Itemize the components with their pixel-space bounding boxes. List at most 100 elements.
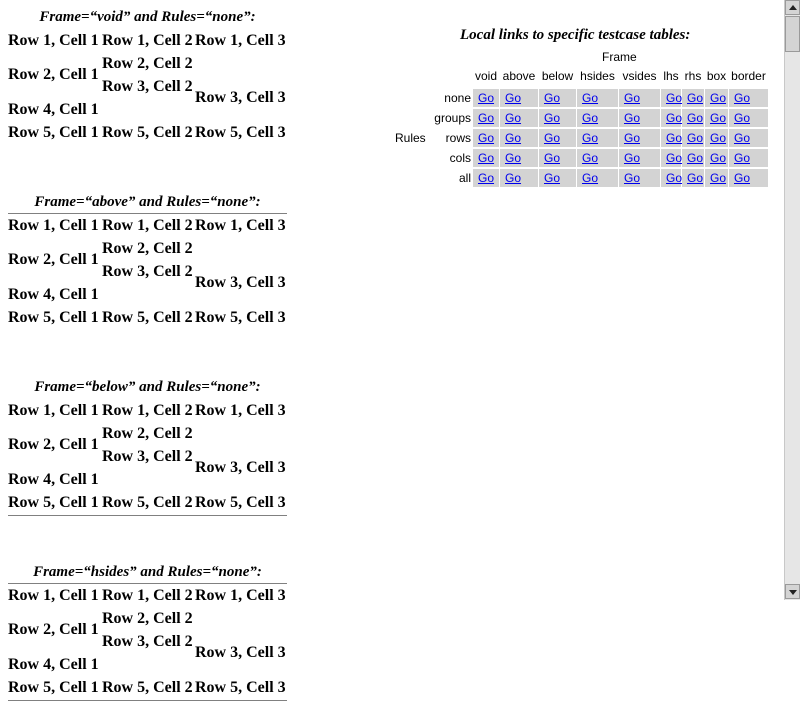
go-link-vsides-cols[interactable]: Go bbox=[624, 151, 641, 165]
link-cell: Go bbox=[500, 109, 538, 127]
go-link-box-cols[interactable]: Go bbox=[710, 151, 727, 165]
go-link-below-groups[interactable]: Go bbox=[544, 111, 561, 125]
link-cell: Go bbox=[729, 149, 768, 167]
table-cell: Row 5, Cell 3 bbox=[195, 494, 286, 511]
table-cell: Row 1, Cell 3 bbox=[195, 217, 286, 234]
table-frame-bottom-line bbox=[8, 515, 287, 516]
table-cell: Row 5, Cell 2 bbox=[102, 679, 193, 696]
go-link-above-none[interactable]: Go bbox=[505, 91, 522, 105]
go-link-hsides-groups[interactable]: Go bbox=[582, 111, 599, 125]
frame-column-header: vsides bbox=[622, 69, 657, 83]
table-cell: Row 5, Cell 1 bbox=[8, 679, 99, 696]
link-cell: Go bbox=[473, 129, 499, 147]
go-link-vsides-all[interactable]: Go bbox=[624, 171, 641, 185]
frame-axis-label: Frame bbox=[602, 50, 637, 64]
link-cell: Go bbox=[705, 109, 728, 127]
link-cell: Go bbox=[473, 169, 499, 187]
go-link-below-none[interactable]: Go bbox=[544, 91, 561, 105]
link-cell: Go bbox=[577, 169, 618, 187]
scrollbar-thumb[interactable] bbox=[785, 16, 800, 52]
go-link-above-cols[interactable]: Go bbox=[505, 151, 522, 165]
go-link-below-cols[interactable]: Go bbox=[544, 151, 561, 165]
frame-column-header: rhs bbox=[684, 69, 702, 83]
go-link-above-all[interactable]: Go bbox=[505, 171, 522, 185]
table-cell: Row 5, Cell 2 bbox=[102, 309, 193, 326]
link-cell: Go bbox=[473, 149, 499, 167]
go-link-above-groups[interactable]: Go bbox=[505, 111, 522, 125]
go-link-hsides-rows[interactable]: Go bbox=[582, 131, 599, 145]
go-link-rhs-cols[interactable]: Go bbox=[687, 151, 704, 165]
test-table-block: Frame=“void” and Rules=“none”: Row 1, Cel… bbox=[8, 8, 287, 148]
go-link-lhs-cols[interactable]: Go bbox=[666, 151, 683, 165]
go-link-below-all[interactable]: Go bbox=[544, 171, 561, 185]
go-link-box-rows[interactable]: Go bbox=[710, 131, 727, 145]
link-cell: Go bbox=[500, 169, 538, 187]
links-heading: Local links to specific testcase tables: bbox=[460, 27, 691, 43]
go-link-border-none[interactable]: Go bbox=[734, 91, 751, 105]
go-link-hsides-all[interactable]: Go bbox=[582, 171, 599, 185]
link-cell: Go bbox=[539, 89, 576, 107]
link-cell: Go bbox=[661, 169, 683, 187]
scroll-up-button[interactable] bbox=[785, 0, 800, 15]
link-cell: Go bbox=[539, 169, 576, 187]
link-cell: Go bbox=[500, 89, 538, 107]
go-link-rhs-groups[interactable]: Go bbox=[687, 111, 704, 125]
go-link-vsides-none[interactable]: Go bbox=[624, 91, 641, 105]
go-link-hsides-none[interactable]: Go bbox=[582, 91, 599, 105]
go-link-void-all[interactable]: Go bbox=[478, 171, 495, 185]
link-cell: Go bbox=[619, 89, 660, 107]
frame-column-header: below bbox=[541, 69, 574, 83]
link-cell: Go bbox=[473, 89, 499, 107]
link-cell: Go bbox=[682, 149, 704, 167]
go-link-rhs-all[interactable]: Go bbox=[687, 171, 704, 185]
frame-column-header: lhs bbox=[663, 69, 679, 83]
go-link-void-rows[interactable]: Go bbox=[478, 131, 495, 145]
rules-row-header: cols bbox=[449, 151, 471, 165]
vertical-scrollbar[interactable] bbox=[784, 0, 800, 600]
rules-row-header: none bbox=[444, 91, 471, 105]
link-cell: Go bbox=[619, 129, 660, 147]
go-link-lhs-groups[interactable]: Go bbox=[666, 111, 683, 125]
arrow-up-icon bbox=[789, 5, 797, 10]
go-link-vsides-rows[interactable]: Go bbox=[624, 131, 641, 145]
go-link-lhs-none[interactable]: Go bbox=[666, 91, 683, 105]
go-link-void-none[interactable]: Go bbox=[478, 91, 495, 105]
go-link-lhs-rows[interactable]: Go bbox=[666, 131, 683, 145]
scroll-down-button[interactable] bbox=[785, 584, 800, 599]
link-cell: Go bbox=[729, 89, 768, 107]
go-link-border-all[interactable]: Go bbox=[734, 171, 751, 185]
go-link-rhs-none[interactable]: Go bbox=[687, 91, 704, 105]
go-link-hsides-cols[interactable]: Go bbox=[582, 151, 599, 165]
table-cell: Row 5, Cell 3 bbox=[195, 679, 286, 696]
table-cell: Row 2, Cell 1 bbox=[8, 436, 99, 453]
test-table-caption: Frame=“below” and Rules=“none”: bbox=[34, 379, 261, 395]
table-frame-bottom-line bbox=[8, 700, 287, 701]
test-table-caption: Frame=“hsides” and Rules=“none”: bbox=[33, 564, 262, 580]
go-link-void-groups[interactable]: Go bbox=[478, 111, 495, 125]
table-cell: Row 5, Cell 2 bbox=[102, 494, 193, 511]
go-link-border-rows[interactable]: Go bbox=[734, 131, 751, 145]
table-frame-top-line bbox=[8, 583, 287, 584]
link-cell: Go bbox=[619, 149, 660, 167]
rules-row-header: rows bbox=[445, 131, 471, 145]
link-cell: Go bbox=[729, 129, 768, 147]
go-link-border-cols[interactable]: Go bbox=[734, 151, 751, 165]
go-link-void-cols[interactable]: Go bbox=[478, 151, 495, 165]
link-cell: Go bbox=[682, 89, 704, 107]
go-link-lhs-all[interactable]: Go bbox=[666, 171, 683, 185]
go-link-below-rows[interactable]: Go bbox=[544, 131, 561, 145]
table-cell: Row 3, Cell 2 bbox=[102, 633, 193, 650]
go-link-box-all[interactable]: Go bbox=[710, 171, 727, 185]
go-link-border-groups[interactable]: Go bbox=[734, 111, 751, 125]
go-link-above-rows[interactable]: Go bbox=[505, 131, 522, 145]
go-link-box-groups[interactable]: Go bbox=[710, 111, 727, 125]
go-link-vsides-groups[interactable]: Go bbox=[624, 111, 641, 125]
go-link-rhs-rows[interactable]: Go bbox=[687, 131, 704, 145]
link-cell: Go bbox=[539, 149, 576, 167]
frame-column-header: above bbox=[502, 69, 536, 83]
table-cell: Row 1, Cell 1 bbox=[8, 587, 99, 604]
rules-row-header: all bbox=[458, 171, 471, 185]
table-cell: Row 3, Cell 3 bbox=[195, 644, 286, 661]
go-link-box-none[interactable]: Go bbox=[710, 91, 727, 105]
link-cell: Go bbox=[729, 169, 768, 187]
